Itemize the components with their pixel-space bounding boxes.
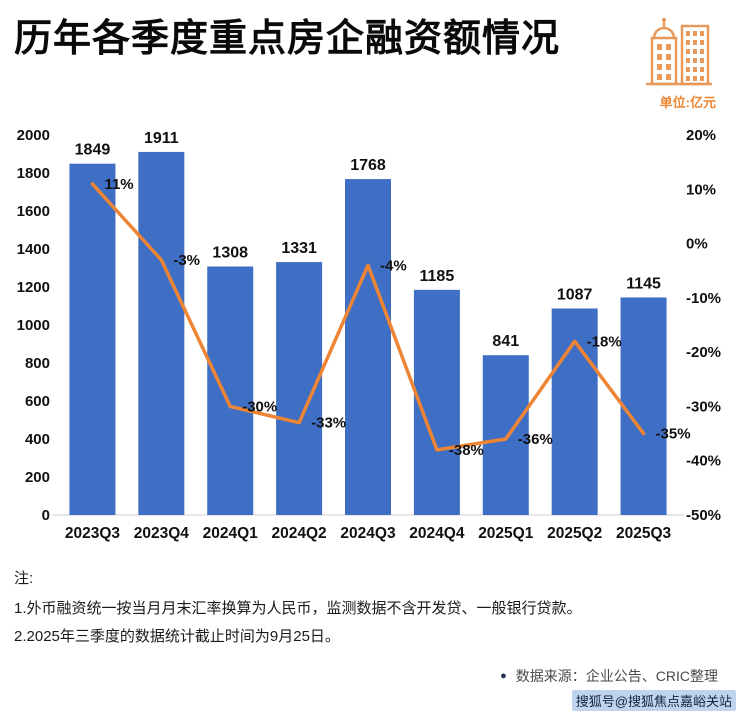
y-axis-right-tick: -10% — [686, 290, 721, 307]
bar — [413, 289, 460, 515]
header: 历年各季度重点房企融资额情况 — [0, 0, 740, 90]
bar-value-label: 1145 — [626, 275, 661, 292]
x-axis-label: 2024Q3 — [340, 525, 396, 542]
y-axis-left-tick: 600 — [25, 393, 50, 410]
note-line-2: 2.2025年三季度的数据统计截止时间为9月25日。 — [14, 627, 340, 645]
bar — [69, 163, 116, 515]
bar-value-label: 841 — [492, 333, 519, 350]
source-bullet-icon: ● — [500, 669, 507, 682]
chart-area: 2000 1800 1600 1400 1200 1000 800 600 400 200 0 20%… — [0, 113, 740, 553]
y-axis-right-tick: -50% — [686, 507, 721, 524]
line-point-label: -4% — [380, 257, 407, 274]
bar-value-label: 1849 — [75, 142, 111, 159]
y-axis-right-tick: -40% — [686, 453, 721, 470]
unit-label: 单位:亿元 — [659, 95, 716, 110]
buildings-icon — [646, 18, 712, 86]
y-axis-right-tick: -30% — [686, 398, 721, 415]
y-axis-left-tick: 0 — [42, 507, 50, 524]
bar-value-label: 1185 — [420, 268, 455, 285]
line-point-label: 11% — [104, 176, 133, 193]
line-point-label: -3% — [173, 252, 200, 269]
line-point-label: -35% — [656, 426, 691, 443]
x-axis-label: 2024Q1 — [203, 525, 259, 542]
x-axis-label: 2024Q4 — [409, 525, 465, 542]
y-axis-right-tick: 0% — [686, 236, 708, 253]
notes-heading: 注: — [14, 570, 34, 587]
y-axis-left-tick: 1600 — [17, 203, 50, 220]
bar — [138, 151, 185, 515]
x-axis-label: 2025Q2 — [547, 525, 602, 542]
line-series — [90, 182, 646, 452]
y-axis-right-tick: -20% — [686, 344, 721, 361]
line-point-label: -33% — [311, 415, 346, 432]
y-axis-left-tick: 1200 — [17, 279, 50, 296]
data-source-text: 数据来源：企业公告、CRIC整理 — [515, 668, 718, 685]
bar — [482, 355, 529, 515]
bar-value-label: 1911 — [144, 130, 179, 147]
bar-value-label: 1308 — [212, 244, 248, 261]
bar-value-label: 1331 — [281, 240, 317, 257]
source-row: ● 数据来源：企业公告、CRIC整理 — [0, 650, 740, 686]
line-point-label: -30% — [242, 398, 277, 415]
note-line-1: 1.外币融资统一按当月月末汇率换算为人民币，监测数据不含开发贷、一般银行贷款。 — [14, 599, 582, 617]
watermark: 搜狐号@搜狐焦点嘉峪关站 — [571, 690, 736, 711]
x-axis-label: 2025Q1 — [478, 525, 534, 542]
bar-value-label: 1087 — [557, 286, 593, 303]
x-axis-label: 2023Q4 — [134, 525, 190, 542]
line-point-label: -38% — [449, 442, 484, 459]
line-point-label: -18% — [587, 333, 622, 350]
page-title: 历年各季度重点房企融资额情况 — [14, 18, 561, 60]
y-axis-right-tick: 20% — [686, 127, 716, 144]
x-axis-label: 2024Q2 — [272, 525, 327, 542]
y-axis-left-tick: 800 — [25, 355, 50, 372]
y-axis-left-tick: 400 — [25, 431, 50, 448]
bar — [207, 266, 254, 515]
y-axis-left-tick: 1800 — [17, 165, 50, 182]
y-axis-left-tick: 200 — [25, 469, 50, 486]
y-axis-right-tick: 10% — [686, 181, 716, 198]
bar-value-label: 1768 — [350, 157, 386, 174]
notes: 注: 1.外币融资统一按当月月末汇率换算为人民币，监测数据不含开发贷、一般银行贷… — [0, 553, 740, 650]
y-axis-left-tick: 1400 — [17, 241, 50, 258]
line-point-label: -36% — [518, 431, 553, 448]
y-axis-left-tick: 1000 — [17, 317, 50, 334]
bar — [345, 179, 391, 515]
x-axis-label: 2025Q3 — [616, 525, 672, 542]
y-axis-left-tick: 2000 — [17, 127, 50, 144]
bar — [620, 297, 667, 515]
x-axis-label: 2023Q3 — [65, 525, 121, 542]
bar-line-chart: 200018001600140012001000800600400200020%… — [17, 127, 721, 542]
